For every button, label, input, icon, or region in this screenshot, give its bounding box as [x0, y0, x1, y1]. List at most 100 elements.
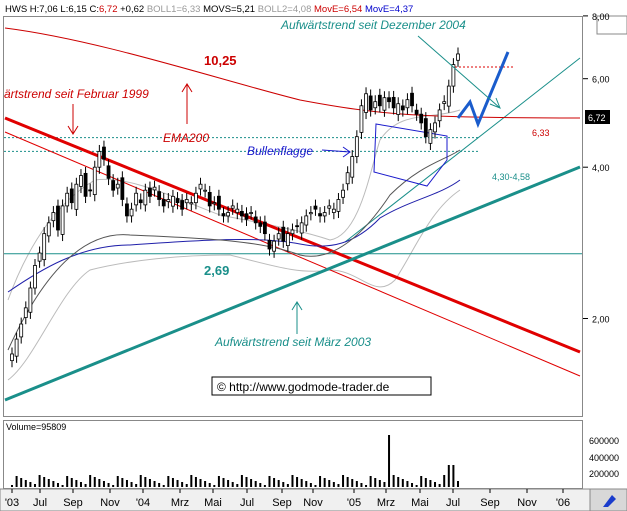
candle-body	[171, 195, 175, 207]
volume-bar	[153, 481, 156, 487]
candle-body	[226, 212, 231, 217]
volume-bar	[429, 480, 432, 487]
candle-body	[19, 323, 24, 338]
volume-bar	[250, 479, 253, 487]
candle-body	[345, 172, 350, 185]
ema200-label: EMA200	[163, 131, 209, 145]
candle-body	[203, 189, 208, 192]
candle-body	[97, 151, 102, 168]
volume-bar	[194, 477, 197, 487]
volume-bar	[388, 435, 391, 487]
candle-body	[368, 95, 373, 111]
copyright-label: © http://www.godmode-trader.de	[217, 380, 390, 394]
candle-body	[235, 208, 240, 213]
volume-bar	[309, 483, 312, 487]
candle-body	[161, 199, 166, 207]
volume-bar	[291, 475, 294, 487]
volume-tick-400000: 400000	[589, 453, 619, 463]
volume-bar	[286, 484, 289, 487]
flag-top-value-label: 6,33	[532, 128, 550, 138]
volume-bar	[424, 478, 427, 487]
x-tick-label: Mai	[204, 497, 222, 509]
price-panel-border	[3, 16, 583, 417]
candle-body	[373, 101, 378, 109]
candle-body	[194, 192, 198, 204]
downtrend-parallel-line	[4, 131, 581, 377]
candle-body	[69, 188, 74, 204]
candle-body	[166, 199, 171, 202]
volume-bar	[227, 480, 230, 487]
candle-body	[51, 212, 56, 222]
volume-bar	[415, 485, 418, 487]
volume-bar	[84, 484, 87, 487]
header-item-4: MOVS=5,21	[203, 4, 258, 15]
candle-body	[74, 183, 79, 210]
candle-body	[56, 205, 60, 231]
candle-body	[217, 195, 221, 210]
candle-body	[115, 183, 120, 189]
candle-body	[414, 109, 419, 115]
candle-body	[111, 180, 116, 191]
candle-body	[92, 166, 97, 196]
candle-body	[198, 183, 203, 190]
candle-body	[79, 175, 83, 187]
candle-body	[285, 233, 290, 247]
candle-body	[14, 338, 19, 357]
volume-bar	[314, 485, 317, 487]
volume-bar	[305, 481, 308, 487]
volume-bar	[273, 478, 276, 487]
candle-body	[60, 205, 65, 235]
candle-body	[258, 222, 263, 227]
volume-bar	[263, 485, 266, 487]
volume-bar	[222, 478, 225, 487]
volume-bar	[300, 479, 303, 487]
volume-bar	[190, 475, 193, 487]
candle-body	[180, 200, 185, 210]
x-tick-label: Mrz	[171, 497, 189, 509]
volume-bar	[397, 477, 400, 487]
candle-body	[442, 101, 447, 104]
candle-body	[281, 226, 286, 242]
candle-body	[276, 233, 281, 240]
volume-bar	[171, 478, 174, 487]
volume-bar	[268, 476, 271, 487]
volume-bar	[457, 481, 459, 487]
volume-bar	[438, 484, 441, 487]
volume-tick-200000: 200000	[589, 469, 619, 479]
volume-bar	[167, 476, 170, 487]
volume-bar	[66, 476, 69, 487]
candle-body	[295, 225, 299, 228]
volume-bar	[254, 481, 257, 487]
x-tick-label: '04	[136, 497, 150, 509]
candle-body	[377, 94, 382, 107]
volume-bar	[89, 475, 92, 487]
x-tick-label: '05	[347, 497, 361, 509]
volume-bar	[346, 477, 349, 487]
volume-bar	[277, 480, 280, 487]
header-indicators: HWS H:7,06 L:6,15 C:6,72 +0,62 BOLL1=6,3…	[5, 4, 413, 15]
right-scale-bg	[583, 16, 627, 417]
candle-body	[28, 287, 33, 313]
candle-body	[46, 222, 51, 237]
flag-label: Bullenflagge	[247, 144, 313, 158]
volume-bar	[47, 479, 50, 487]
candle-body	[290, 229, 295, 235]
candle-body	[88, 189, 93, 192]
volume-bar	[447, 465, 450, 487]
volume-bar	[139, 475, 142, 487]
volume-bar	[181, 482, 184, 487]
candle-body	[299, 222, 304, 234]
volume-bar	[383, 482, 386, 487]
candle-body	[175, 198, 180, 204]
volume-bar	[401, 479, 404, 487]
volume-bar	[323, 478, 326, 487]
candle-body	[189, 202, 194, 205]
draw-tool-icon	[603, 495, 616, 507]
volume-bar	[24, 480, 27, 487]
volume-bar	[245, 477, 248, 487]
candle-body	[138, 199, 143, 204]
x-tick-label: Jul	[33, 497, 47, 509]
candle-body	[359, 105, 364, 133]
candle-body	[212, 202, 217, 205]
